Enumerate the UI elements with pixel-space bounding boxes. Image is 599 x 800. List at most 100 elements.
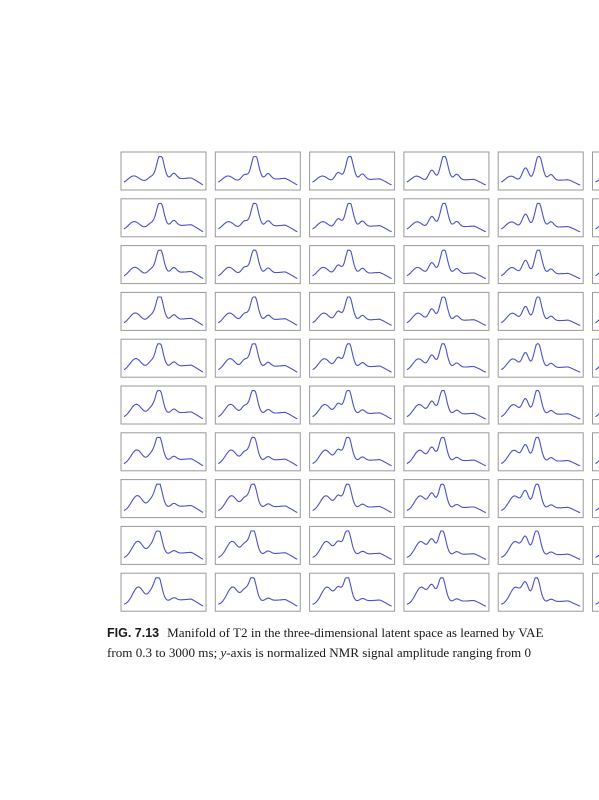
manifold-panel (497, 151, 584, 191)
figure-label: FIG. 7.13 (107, 626, 160, 640)
panel-frame (403, 479, 490, 519)
caption-line-2: from 0.3 to 3000 ms; y-axis is normalize… (107, 643, 599, 663)
manifold-panel (497, 338, 584, 378)
panel-frame (497, 338, 584, 378)
panel-frame (120, 338, 207, 378)
manifold-panel (403, 525, 490, 565)
panel-frame (120, 432, 207, 472)
manifold-panel (497, 479, 584, 519)
panel-curve (218, 436, 298, 467)
manifold-panel (309, 291, 396, 331)
manifold-panel (592, 385, 599, 425)
manifold-panel (497, 385, 584, 425)
panel-curve (312, 436, 392, 467)
manifold-panel (592, 198, 599, 238)
panel-frame (497, 479, 584, 519)
manifold-panel (403, 479, 490, 519)
manifold-panel (120, 572, 207, 612)
panel-curve (500, 296, 581, 326)
panel-curve (217, 202, 298, 233)
panel-curve (406, 249, 487, 280)
panel-curve (312, 296, 392, 326)
panel-frame (214, 432, 301, 472)
manifold-panel (214, 291, 301, 331)
panel-curve (217, 296, 298, 326)
panel-curve (218, 390, 298, 420)
panel-curve (123, 202, 204, 233)
manifold-panel (120, 479, 207, 519)
manifold-panel (403, 385, 490, 425)
manifold-panel (120, 432, 207, 472)
panel-curve (406, 390, 487, 420)
manifold-panel (497, 432, 584, 472)
caption-y-italic: y (220, 645, 227, 660)
caption-line-1: FIG. 7.13 Manifold of T2 in the three-dim… (107, 623, 599, 643)
panel-frame (403, 525, 490, 565)
panel-frame (214, 245, 301, 285)
manifold-panel (592, 572, 599, 612)
panel-frame (403, 338, 490, 378)
manifold-panel (309, 245, 396, 285)
panel-frame (403, 151, 490, 191)
panel-frame (592, 432, 599, 472)
panel-curve (123, 343, 204, 373)
panel-frame (120, 572, 207, 612)
manifold-panel (497, 245, 584, 285)
manifold-panel (592, 338, 599, 378)
panel-curve (312, 530, 392, 560)
panel-frame (497, 572, 584, 612)
figure-caption: FIG. 7.13 Manifold of T2 in the three-dim… (107, 623, 599, 663)
panel-frame (309, 338, 396, 378)
panel-frame (214, 198, 301, 238)
manifold-panel (592, 525, 599, 565)
manifold-panel (214, 245, 301, 285)
manifold-panel (592, 432, 599, 472)
panel-curve (500, 202, 581, 233)
manifold-panel (309, 151, 396, 191)
panel-frame (592, 338, 599, 378)
t2-manifold-grid (120, 151, 599, 612)
manifold-panel (309, 572, 396, 612)
manifold-panel (309, 432, 396, 472)
panel-curve (123, 483, 204, 513)
manifold-panel (120, 245, 207, 285)
panel-curve (406, 296, 487, 326)
panel-frame (497, 245, 584, 285)
manifold-panel (403, 245, 490, 285)
panel-frame (214, 291, 301, 331)
manifold-panel (214, 338, 301, 378)
panel-curve (500, 343, 581, 373)
panel-curve (406, 436, 487, 467)
manifold-panel (403, 432, 490, 472)
manifold-panel (309, 338, 396, 378)
panel-frame (497, 291, 584, 331)
panel-curve (406, 156, 487, 186)
panel-curve (123, 296, 204, 326)
manifold-panel (120, 291, 207, 331)
panel-curve (123, 530, 204, 560)
panel-curve (312, 249, 392, 280)
panel-frame (309, 151, 396, 191)
panel-frame (592, 151, 599, 191)
panel-frame (592, 291, 599, 331)
manifold-panel (214, 572, 301, 612)
panel-frame (214, 338, 301, 378)
manifold-panel (403, 151, 490, 191)
panel-curve (123, 390, 204, 420)
panel-curve (312, 577, 392, 607)
panel-curve (312, 390, 392, 420)
panel-frame (120, 245, 207, 285)
panel-curve (312, 202, 392, 233)
manifold-panel (120, 198, 207, 238)
manifold-panel (214, 198, 301, 238)
manifold-panel (592, 291, 599, 331)
panel-frame (120, 198, 207, 238)
panel-curve (218, 577, 298, 607)
panel-frame (497, 525, 584, 565)
panel-curve (123, 577, 204, 607)
manifold-panel (120, 385, 207, 425)
manifold-panel (497, 572, 584, 612)
panel-curve (312, 156, 392, 186)
panel-frame (497, 198, 584, 238)
panel-curve (406, 483, 487, 514)
